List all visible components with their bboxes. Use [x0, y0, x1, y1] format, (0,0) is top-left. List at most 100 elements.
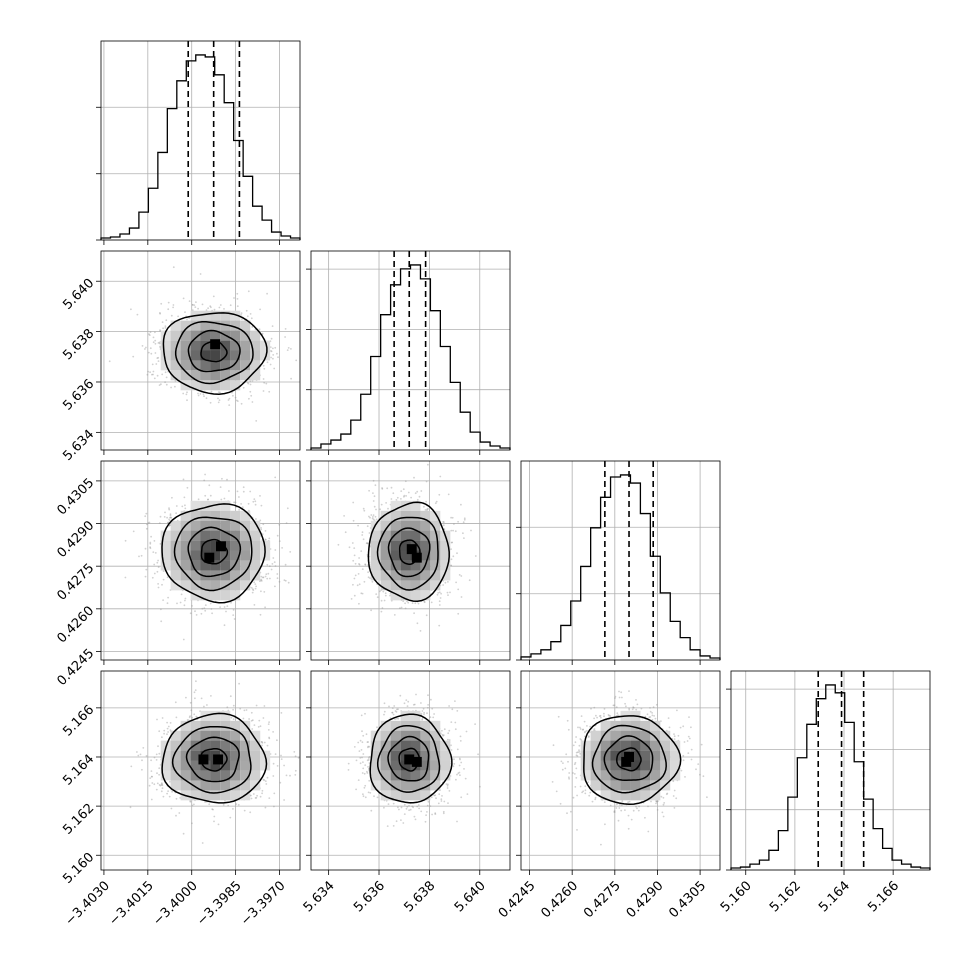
- scatter-point: [446, 591, 449, 594]
- scatter-point: [591, 800, 594, 803]
- scatter-point: [557, 715, 560, 718]
- density-cell: [380, 510, 391, 521]
- scatter-point: [632, 706, 635, 709]
- scatter-point: [368, 779, 371, 782]
- scatter-point: [199, 393, 202, 395]
- density-cell: [600, 720, 611, 731]
- density-cell: [240, 550, 251, 561]
- scatter-point: [213, 820, 215, 823]
- scatter-point: [249, 811, 252, 814]
- scatter-point: [354, 562, 357, 565]
- scatter-point: [438, 604, 441, 606]
- density-cell: [600, 750, 611, 761]
- scatter-point: [651, 718, 654, 721]
- scatter-point: [272, 347, 274, 350]
- scatter-point: [408, 809, 410, 812]
- density-cell: [420, 590, 431, 601]
- scatter-point: [165, 383, 168, 386]
- scatter-point: [248, 718, 251, 720]
- density-cell: [250, 540, 261, 551]
- density-cell: [170, 530, 181, 541]
- density-cell: [410, 750, 421, 761]
- scatter-point: [297, 756, 300, 759]
- scatter-point: [460, 596, 463, 598]
- scatter-point: [155, 363, 158, 365]
- density-cell: [210, 580, 221, 591]
- scatter-point: [207, 307, 210, 310]
- density-cell: [190, 790, 201, 801]
- density-cell: [210, 330, 221, 341]
- scatter-point: [688, 716, 690, 718]
- density-cell: [230, 590, 241, 601]
- scatter-point: [184, 599, 186, 602]
- scatter-point: [441, 733, 444, 736]
- scatter-point: [662, 815, 665, 818]
- scatter-point: [577, 726, 579, 729]
- density-cell: [230, 330, 241, 341]
- scatter-point: [185, 696, 187, 699]
- scatter-point: [368, 745, 371, 748]
- scatter-point: [381, 488, 384, 490]
- scatter-point: [427, 694, 429, 697]
- scatter-point: [375, 508, 377, 511]
- scatter-point: [249, 383, 252, 386]
- scatter-point: [242, 490, 245, 493]
- density-cell: [190, 340, 201, 351]
- density-cell: [230, 780, 241, 791]
- density-cell: [210, 740, 221, 751]
- density-cell: [250, 550, 261, 561]
- scatter-point: [651, 714, 654, 717]
- scatter-point: [236, 298, 239, 300]
- scatter-point: [245, 709, 248, 711]
- density-cell: [240, 570, 251, 581]
- scatter-point: [450, 564, 453, 567]
- scatter-point: [393, 614, 396, 616]
- y-tick-label: 5.162: [60, 801, 97, 838]
- density-cells: [160, 710, 271, 801]
- scatter-point: [219, 486, 222, 488]
- density-cell: [200, 340, 211, 351]
- scatter-point: [294, 769, 297, 772]
- density-cell: [220, 790, 231, 801]
- scatter-point: [149, 546, 152, 548]
- scatter-point: [158, 767, 161, 770]
- density-cell: [440, 570, 451, 581]
- y-tick-label: 0.4245: [55, 646, 98, 689]
- density-cell: [220, 730, 231, 741]
- scatter-point: [124, 539, 127, 542]
- scatter-point: [268, 736, 270, 739]
- scatter-point: [146, 373, 149, 376]
- scatter-point: [579, 726, 581, 729]
- density-cell: [190, 510, 201, 521]
- scatter-point: [204, 801, 207, 803]
- scatter-point: [450, 721, 453, 723]
- scatter-point: [145, 346, 147, 349]
- scatter-point: [195, 680, 197, 683]
- scatter-point: [365, 733, 368, 736]
- scatter-point: [268, 565, 271, 568]
- scatter-point: [184, 597, 187, 600]
- scatter-point: [632, 706, 635, 709]
- scatter-point: [239, 707, 242, 710]
- density-cell: [250, 530, 261, 541]
- scatter-point: [217, 823, 220, 826]
- scatter-point: [368, 515, 370, 518]
- scatter-point: [221, 477, 223, 480]
- scatter-point: [157, 360, 160, 362]
- density-cell: [640, 770, 651, 781]
- scatter-point: [566, 812, 568, 815]
- density-cell: [630, 760, 641, 771]
- density-cell: [650, 770, 661, 781]
- density-cell: [200, 760, 211, 771]
- density-cell: [240, 730, 251, 741]
- scatter-point: [359, 762, 362, 765]
- scatter-point: [268, 390, 271, 393]
- density-cell: [650, 780, 661, 791]
- density-cell: [210, 780, 221, 791]
- density-cell: [380, 570, 391, 581]
- scatter-point: [251, 401, 254, 403]
- scatter-point: [360, 749, 363, 751]
- scatter-point: [348, 546, 351, 549]
- density-cell: [660, 760, 671, 771]
- scatter-point: [576, 829, 578, 831]
